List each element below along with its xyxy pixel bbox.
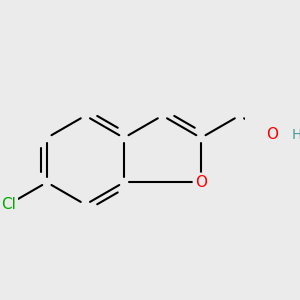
Text: O: O [266,127,278,142]
Text: Cl: Cl [1,197,16,212]
Text: H: H [291,128,300,142]
Text: O: O [195,175,207,190]
